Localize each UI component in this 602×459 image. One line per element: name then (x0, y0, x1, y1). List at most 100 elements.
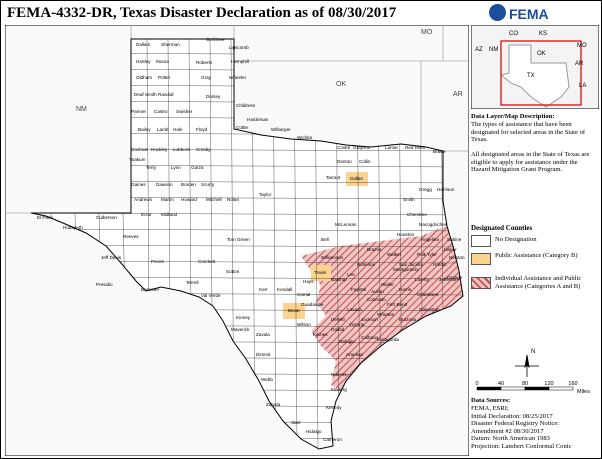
county-label: Liberty (415, 277, 429, 282)
county-label: Jasper (443, 247, 457, 252)
source-line: Disaster Federal Registry Notice: (471, 420, 560, 428)
county-label: Jackson (361, 317, 378, 322)
county-label: Mitchell (206, 197, 222, 202)
county-label: Starr (291, 420, 301, 425)
county-label: Kerr (259, 287, 268, 292)
legend-swatch (471, 253, 491, 265)
inset-label: NM (489, 47, 498, 53)
county-label: Lubbock (173, 147, 191, 152)
legend-label: Individual Assistance and Public Assista… (495, 275, 582, 290)
inset-label: OK (537, 51, 546, 57)
scale-label: 0 (475, 381, 478, 387)
county-label: Victoria (349, 322, 365, 327)
county-label: Lynn (171, 165, 181, 170)
county-label: Gray (201, 75, 212, 80)
desc-text: All designated areas in the State of Tex… (471, 151, 590, 174)
county-label: Cherokee (407, 212, 427, 217)
pa-county (283, 303, 305, 319)
source-line: Projection: Lambert Conformal Conic (471, 442, 572, 450)
inset-label: AZ (475, 47, 483, 53)
inset-label: TX (527, 73, 535, 79)
county-label: Houston (397, 232, 415, 237)
county-label: Terry (146, 165, 157, 170)
legend-swatch (471, 235, 491, 247)
sources-heading: Data Sources: (471, 397, 511, 404)
county-label: Brewster (141, 287, 160, 292)
county-label: Dallas (350, 176, 363, 181)
county-label: El Paso (37, 215, 53, 220)
county-label: DeWitt (331, 317, 346, 322)
county-label: Kleberg (331, 387, 347, 392)
county-label: Moore (156, 59, 169, 64)
county-label: Lipscomb (229, 45, 249, 50)
county-label: Bailey (138, 127, 151, 132)
county-label: Aransas (346, 352, 364, 357)
source-line: FEMA, ESRI; (471, 405, 509, 412)
county-label: Gaines (131, 182, 146, 187)
county-label: Colorado (367, 297, 386, 302)
county-label: Hidalgo (306, 429, 322, 434)
county-label: Lavaca (347, 307, 362, 312)
logo-text: FEMA (509, 6, 549, 22)
county-label: Wilbarger (271, 127, 291, 132)
county-label: Cameron (323, 437, 342, 442)
county-label: Potter (158, 75, 171, 80)
county-label: Nueces (331, 372, 347, 377)
inset-label: KS (539, 31, 547, 37)
legend-label: No Designation (495, 236, 537, 243)
county-label: Roberts (196, 60, 213, 65)
county-label: Lee (347, 272, 355, 277)
county-label: Nolan (227, 197, 239, 202)
county-label: Matagorda (377, 337, 399, 342)
county-label: Scurry (201, 182, 215, 187)
county-label: Swisher (176, 109, 193, 114)
county-label: Collin (359, 159, 371, 164)
county-label: Kendall (277, 287, 292, 292)
county-label: Hudspeth (63, 225, 83, 230)
county-label: Crockett (198, 259, 216, 264)
county-label: Karnes (313, 332, 328, 337)
county-label: Hemphill (231, 59, 249, 64)
county-label: Wilson (297, 322, 311, 327)
legend-swatch (471, 277, 491, 289)
county-label: Galveston (419, 307, 440, 312)
county-label: Maverick (231, 327, 250, 332)
county-label: Kenedy (326, 405, 342, 410)
county-label: Hays (303, 279, 314, 284)
sources: FEMA, ESRI; Initial Declaration: 08/25/20… (471, 405, 599, 451)
scale-bar (548, 386, 574, 391)
county-label: Dallam (136, 42, 150, 47)
county-label: Gregg (419, 187, 432, 192)
county-label: Refugio (339, 339, 355, 344)
county-label: Howard (181, 197, 197, 202)
source-line: Amendment #2 08/30/2017 (471, 427, 544, 435)
county-label: Yoakum (129, 157, 146, 162)
county-label: Denton (337, 159, 352, 164)
county-label: Garza (191, 165, 204, 170)
county-label: Burleson (357, 262, 376, 267)
county-label: Grayson (353, 145, 371, 150)
county-label: Nacogdoches (419, 222, 448, 227)
county-label: Sabine (447, 237, 462, 242)
county-label: Harrison (437, 187, 455, 192)
county-label: Zapata (266, 402, 281, 407)
legend-label: Public Assistance (Category B) (495, 252, 578, 259)
county-label: Culberson (96, 215, 117, 220)
ia-pa-area (301, 226, 463, 393)
county-label: Brazos (367, 247, 382, 252)
inset-label: LA (579, 83, 586, 89)
county-label: Red River (405, 145, 426, 150)
county-label: Tyler (427, 252, 437, 257)
scale-label: 160 (568, 381, 577, 387)
county-label: Randall (158, 92, 174, 97)
desc-heading: Data Layer/Map Description: (471, 113, 555, 120)
county-label: Angelina (421, 237, 439, 242)
county-label: Dawson (156, 182, 173, 187)
county-label: Wheeler (229, 75, 247, 80)
county-label: Smith (403, 197, 415, 202)
inset-label: AR (575, 61, 584, 67)
county-label: Kinney (236, 315, 251, 320)
county-label: Ochiltree (206, 37, 225, 42)
